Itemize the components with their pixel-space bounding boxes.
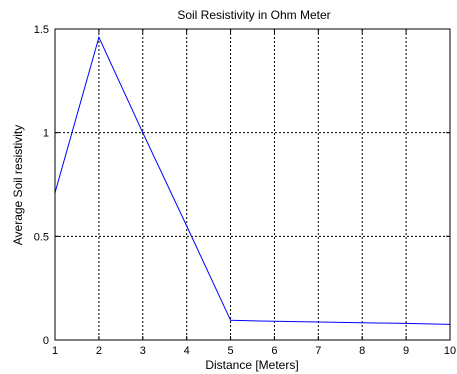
- y-tick-label: 0.5: [34, 231, 49, 243]
- y-tick-label: 1: [43, 128, 49, 140]
- grid: [55, 29, 450, 340]
- y-tick-label: 0: [43, 335, 49, 347]
- plot-frame: [54, 28, 451, 341]
- y-tick-label: 1.5: [34, 24, 49, 36]
- series-line: [54, 35, 451, 325]
- x-tick-label: 6: [271, 345, 277, 357]
- data-point: [405, 322, 407, 325]
- data-point: [229, 319, 232, 321]
- x-tick-label: 7: [315, 345, 321, 357]
- x-tick-label: 4: [184, 345, 190, 357]
- data-point: [317, 321, 319, 323]
- x-tick-label: 9: [403, 345, 409, 357]
- x-tick-label: 10: [444, 345, 456, 357]
- y-axis-label: Average Soil resistivity: [11, 125, 25, 246]
- series-layer: [54, 35, 451, 326]
- chart-title: Soil Resistivity in Ohm Meter: [177, 8, 330, 22]
- x-tick-label: 8: [359, 345, 365, 357]
- data-point: [186, 225, 188, 227]
- data-point: [142, 132, 144, 134]
- x-tick-label: 3: [140, 345, 146, 357]
- data-point: [361, 322, 363, 324]
- x-tick-label: 5: [227, 345, 233, 357]
- x-tick-label: 1: [52, 345, 58, 357]
- data-point: [273, 320, 276, 322]
- x-tick-label: 2: [96, 345, 102, 357]
- ticks: 1 2 3 4 5 6 7 8 9 10 0 0.5 1 1.5: [34, 24, 456, 357]
- x-axis-label: Distance [Meters]: [205, 358, 298, 372]
- data-point: [98, 36, 100, 38]
